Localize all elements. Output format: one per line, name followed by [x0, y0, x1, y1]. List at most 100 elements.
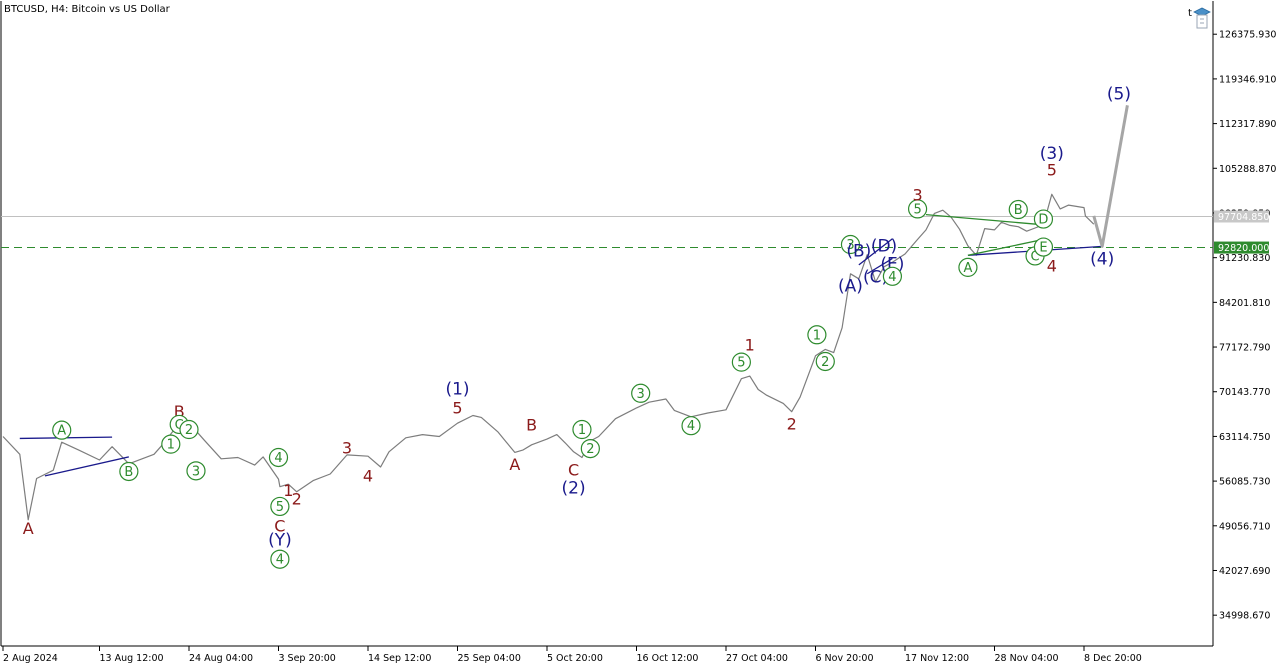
- wave-label-text: C: [1031, 249, 1040, 264]
- wave-label: (D): [871, 236, 897, 256]
- wave-label: (3): [1040, 144, 1064, 164]
- wave-label-text: 5: [276, 500, 284, 515]
- y-tick-label: 56085.730: [1219, 477, 1270, 488]
- wave-label-circled: 2: [179, 419, 199, 440]
- wave-label-circled: 2: [580, 438, 600, 459]
- price-level-label: 97704.850: [1218, 212, 1269, 223]
- x-tick-label: 13 Aug 12:00: [99, 653, 163, 664]
- wave-label: (2): [562, 479, 586, 499]
- wave-label-text: B: [124, 465, 133, 480]
- price-level-tag: [1214, 210, 1269, 223]
- wave-label-text: 1: [167, 438, 175, 453]
- wave-label-text: 5: [913, 202, 921, 217]
- wave-label-ring: [1033, 237, 1054, 257]
- y-tick-label: 63114.750: [1219, 432, 1270, 443]
- wave-label-circled: E: [1033, 237, 1054, 257]
- wave-label-text: 2: [185, 423, 193, 438]
- wave-label-circled: A: [52, 420, 72, 440]
- wave-label-circled: B: [1008, 199, 1028, 220]
- wave-label-circled: 5: [731, 352, 751, 372]
- wave-label-ring: [807, 325, 827, 345]
- wave-label-text: E: [1039, 241, 1047, 256]
- wave-label-text: 4: [274, 451, 282, 466]
- wave-label-circled: 3: [840, 234, 861, 255]
- y-tick-label: 91230.830: [1219, 253, 1270, 264]
- y-tick-label: 70143.770: [1219, 387, 1270, 398]
- wave-label: (4): [1090, 250, 1114, 270]
- wave-label-text: 5: [737, 356, 745, 371]
- wave-label-circled: A: [958, 257, 978, 277]
- wave-label-text: 4: [888, 270, 896, 285]
- y-tick-label: 84201.810: [1219, 298, 1270, 309]
- y-tick-label: 77172.790: [1219, 343, 1270, 354]
- x-tick-label: 24 Aug 04:00: [189, 653, 253, 664]
- wave-label: 1: [283, 481, 293, 500]
- chart-title: BTCUSD, H4: Bitcoin vs US Dollar: [4, 4, 171, 15]
- wave-label-circled: 3: [631, 383, 651, 403]
- wave-label-circled: 1: [161, 434, 181, 454]
- trendline: [866, 257, 893, 275]
- wave-label: 5: [1047, 161, 1057, 180]
- wave-label: (Y): [268, 531, 292, 551]
- wave-label-circled: 5: [907, 199, 928, 219]
- x-tick-label: 2 Aug 2024: [3, 653, 58, 664]
- wave-label-text: D: [1038, 213, 1048, 228]
- wave-label-circled: 1: [572, 419, 592, 440]
- wave-label-ring: [270, 549, 290, 569]
- trendline: [44, 456, 130, 477]
- wave-label: B: [174, 402, 185, 421]
- wave-label-ring: [119, 461, 139, 482]
- one-click-trading-icon[interactable]: t: [1188, 7, 1211, 29]
- wave-label-text: 2: [586, 442, 594, 457]
- wave-label-ring: [161, 434, 181, 454]
- wave-label: (B): [846, 241, 871, 261]
- projection-line: [1092, 105, 1129, 248]
- wave-label-text: 1: [578, 423, 586, 438]
- y-tick-label: 119346.910: [1219, 74, 1276, 85]
- wave-label-text: 3: [846, 238, 854, 253]
- wave-label: C: [274, 517, 285, 536]
- y-tick-label: 112317.890: [1219, 119, 1276, 130]
- price-level-label: 92820.000: [1218, 243, 1269, 254]
- x-tick-label: 8 Dec 20:00: [1084, 653, 1142, 664]
- wave-label-ring: [580, 438, 600, 459]
- y-tick-label: 105288.870: [1219, 164, 1276, 175]
- wave-label-ring: [1008, 199, 1028, 220]
- wave-label-circled: 4: [681, 416, 701, 436]
- y-tick-label: 49056.710: [1219, 521, 1270, 532]
- wave-label-circled: 5: [270, 496, 290, 517]
- wave-label-circled: B: [119, 461, 139, 482]
- y-tick-label: 34998.670: [1219, 611, 1270, 622]
- wave-label-ring: [52, 420, 72, 440]
- wave-label: 2: [787, 414, 797, 433]
- x-tick-label: 3 Sep 20:00: [278, 653, 335, 664]
- wave-label-ring: [840, 234, 861, 255]
- wave-label-circled: 2: [815, 351, 835, 372]
- wave-label-circled: 3: [186, 461, 206, 481]
- x-tick-label: 16 Oct 12:00: [636, 653, 698, 664]
- x-tick-label: 14 Sep 12:00: [368, 653, 431, 664]
- wave-label: C: [568, 461, 579, 480]
- wave-label-ring: [572, 419, 592, 440]
- wave-label-text: A: [57, 424, 66, 439]
- wave-label: B: [526, 416, 537, 435]
- trendline: [925, 213, 1044, 226]
- price-series-line: [2, 193, 1095, 521]
- wave-label-ring: [907, 199, 928, 219]
- wave-label-circled: 4: [268, 447, 289, 468]
- wave-label: 1: [745, 335, 755, 354]
- wave-label-ring: [681, 416, 701, 436]
- wave-label-text: 2: [821, 355, 829, 370]
- wave-label-ring: [631, 383, 651, 403]
- wave-label-ring: [958, 257, 978, 277]
- x-tick-label: 5 Oct 20:00: [547, 653, 603, 664]
- x-tick-label: 28 Nov 04:00: [994, 653, 1058, 664]
- wave-label: (1): [445, 379, 469, 399]
- wave-label: A: [23, 519, 34, 538]
- wave-label-circled: D: [1033, 209, 1054, 229]
- wave-label-ring: [882, 266, 903, 286]
- wave-label-circled: 1: [807, 325, 827, 345]
- wave-label: 3: [912, 185, 922, 204]
